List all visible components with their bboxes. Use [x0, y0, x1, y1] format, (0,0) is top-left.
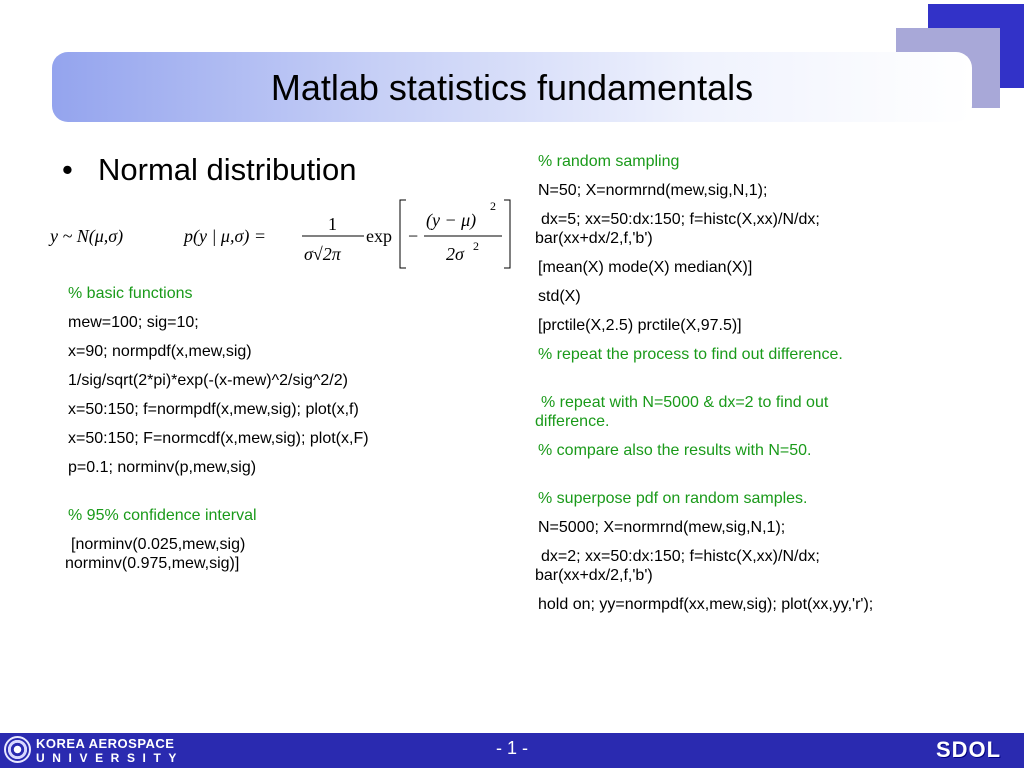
random-sampling-code: % random sampling N=50; X=normrnd(mew,si…	[535, 152, 978, 624]
page-number: - 1 -	[495, 738, 528, 758]
code-line: [prctile(X,2.5) prctile(X,97.5)]	[538, 317, 742, 334]
code-line: % repeat the process to find out differe…	[538, 346, 843, 363]
formula-bracket-left	[399, 199, 406, 269]
code-line: p=0.1; norminv(p,mew,sig)	[68, 459, 257, 476]
code-line: x=50:150; f=normpdf(x,mew,sig); plot(x,f…	[68, 401, 359, 418]
code-line: hold on; yy=normpdf(xx,mew,sig); plot(xx…	[538, 596, 874, 613]
code-line-continuation: difference.	[535, 413, 610, 430]
code-line-continuation: bar(xx+dx/2,f,'b')	[535, 567, 653, 584]
basic-functions-code: % basic functions mew=100; sig=10; x=90;…	[65, 284, 468, 583]
code-line-continuation: bar(xx+dx/2,f,'b')	[535, 230, 653, 247]
code-line-part: [norminv(0.025,mew,sig)	[71, 536, 246, 553]
formula-bracket-right	[504, 199, 511, 269]
formula-minus: −	[408, 226, 418, 246]
formula-y-dist: y ~ N(μ,σ)	[48, 226, 123, 247]
code-line: % superpose pdf on random samples.	[538, 490, 808, 507]
code-line: % 95% confidence interval	[68, 507, 257, 524]
code-line-part: % repeat with N=5000 & dx=2 to find out	[541, 394, 829, 411]
code-line-wrapped: [norminv(0.025,mew,sig) norminv(0.975,me…	[65, 535, 468, 573]
formula-inner-num-sup: 2	[490, 199, 496, 213]
title-bar	[52, 52, 972, 122]
code-line: N=5000; X=normrnd(mew,sig,N,1);	[538, 519, 786, 536]
code-line-wrapped: % repeat with N=5000 & dx=2 to find out …	[535, 393, 978, 431]
footer-bar: KOREA AEROSPACE UNIVERSITY - 1 - SDOL	[0, 733, 1024, 768]
code-line: N=50; X=normrnd(mew,sig,N,1);	[538, 182, 768, 199]
formula-frac-den: σ√2π	[304, 244, 342, 264]
formula-exp: exp	[366, 226, 392, 246]
code-line: std(X)	[538, 288, 581, 305]
code-line-wrapped: dx=5; xx=50:dx:150; f=histc(X,xx)/N/dx; …	[535, 210, 978, 248]
university-emblem-icon	[4, 736, 31, 763]
code-line: % random sampling	[538, 153, 680, 170]
university-name-line1: KOREA AEROSPACE	[36, 736, 175, 751]
code-line-wrapped: dx=2; xx=50:dx:150; f=histc(X,xx)/N/dx; …	[535, 547, 978, 585]
university-name-line2: UNIVERSITY	[36, 751, 185, 765]
lab-logo: SDOL	[936, 737, 1002, 762]
formula-pdf-lhs: p(y | μ,σ) =	[182, 226, 266, 247]
normal-distribution-formula: y ~ N(μ,σ) p(y | μ,σ) = 1 σ√2π exp − (y …	[48, 199, 511, 269]
bullet-normal-distribution: • Normal distribution	[62, 150, 356, 190]
formula-inner-den-sup: 2	[473, 239, 479, 253]
formula-inner-den: 2σ	[446, 244, 465, 264]
code-line: % basic functions	[68, 285, 193, 302]
code-line-part: dx=2; xx=50:dx:150; f=histc(X,xx)/N/dx;	[541, 548, 820, 565]
code-line: % compare also the results with N=50.	[538, 442, 812, 459]
formula-inner-num: (y − μ)	[426, 210, 476, 231]
bullet-text: Normal distribution	[98, 152, 357, 187]
code-line: 1/sig/sqrt(2*pi)*exp(-(x-mew)^2/sig^2/2)	[68, 372, 348, 389]
code-line-continuation: norminv(0.975,mew,sig)]	[65, 555, 240, 572]
code-line: mew=100; sig=10;	[68, 314, 199, 331]
slide-title: Matlab statistics fundamentals	[270, 67, 754, 108]
bullet-dot: •	[62, 152, 73, 187]
code-line-part: dx=5; xx=50:dx:150; f=histc(X,xx)/N/dx;	[541, 211, 820, 228]
code-line: [mean(X) mode(X) median(X)]	[538, 259, 753, 276]
code-line: x=50:150; F=normcdf(x,mew,sig); plot(x,F…	[68, 430, 369, 447]
formula-frac-num: 1	[328, 214, 337, 234]
code-line: x=90; normpdf(x,mew,sig)	[68, 343, 252, 360]
